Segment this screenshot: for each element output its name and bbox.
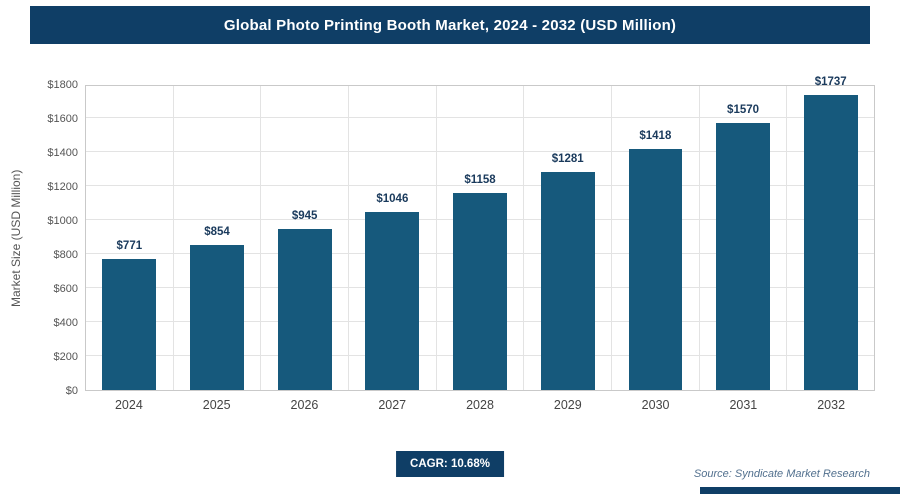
bar-value-label: $945 [291,210,318,222]
x-axis-label: 2025 [202,398,231,412]
gridline [86,117,874,118]
chart-title: Global Photo Printing Booth Market, 2024… [223,16,677,34]
bar-cell: $1281 [524,86,613,390]
y-tick-label: $400 [53,317,78,329]
bar [628,149,683,390]
gridline [86,151,874,152]
bar-value-label: $1158 [464,174,496,186]
bar-cell: $771 [86,86,174,390]
chart-title-bar: Global Photo Printing Booth Market, 2024… [30,6,870,44]
bar [716,123,770,390]
y-tick-label: $800 [53,249,78,261]
cagr-label: CAGR: 10.68% [410,458,490,470]
x-axis-label: 2024 [114,398,143,412]
x-axis-label: 2029 [553,398,582,412]
x-axis-labels: 2024 2025 2026 2027 2028 2029 2030 2031 2032 [85,398,875,412]
bar-cell: $945 [261,86,350,390]
bar-value-label: $771 [116,240,143,252]
source-text: Source: Syndicate Market Research [693,468,870,480]
x-axis-label: 2028 [466,398,494,412]
bar-value-label: $1737 [814,76,847,88]
bar [453,193,507,390]
bar [277,229,332,390]
bar [190,245,244,390]
bar-value-label: $1046 [376,193,409,205]
bar-cell: $1158 [437,86,525,390]
bar-cell: $1418 [612,86,700,390]
y-tick-label: $600 [53,283,78,295]
x-axis-label: 2032 [817,398,846,412]
y-tick-label: $1200 [47,181,78,193]
y-tick-label: $1800 [47,79,78,91]
plot-area: $771 $854 $945 $1046 $1158 $1281 $1418 $1570 $17… [85,76,875,391]
bar [102,259,157,390]
bar [803,95,858,390]
bottom-accent-bar [700,487,900,494]
bar-cell: $854 [174,86,262,390]
x-axis-label: 2030 [641,398,670,412]
bar-value-label: $1570 [727,104,760,116]
y-axis-title: Market Size (USD Million) [9,169,23,307]
bar-value-label: $1281 [551,153,584,165]
y-tick-label: $1000 [47,215,78,227]
bar [540,172,595,390]
x-axis-label: 2027 [378,398,407,412]
gridline [86,185,874,186]
cagr-badge: CAGR: 10.68% [396,451,504,477]
bar-cell: $1737 [787,76,874,390]
y-tick-label: $0 [65,385,78,397]
y-tick-label: $1400 [47,147,78,159]
bar-cell: $1046 [349,86,437,390]
bar-value-label: $1418 [639,130,672,142]
y-axis-tick-labels: $0 $200 $400 $600 $800 $1000 $1200 $1400 $1600 $1… [26,79,78,397]
y-tick-label: $1600 [47,113,78,125]
bar [365,212,420,390]
y-tick-label: $200 [53,351,78,363]
bar-cell: $1570 [700,86,788,390]
x-axis-label: 2031 [729,398,758,412]
bar-value-label: $854 [204,226,230,238]
x-axis-label: 2026 [290,398,319,412]
